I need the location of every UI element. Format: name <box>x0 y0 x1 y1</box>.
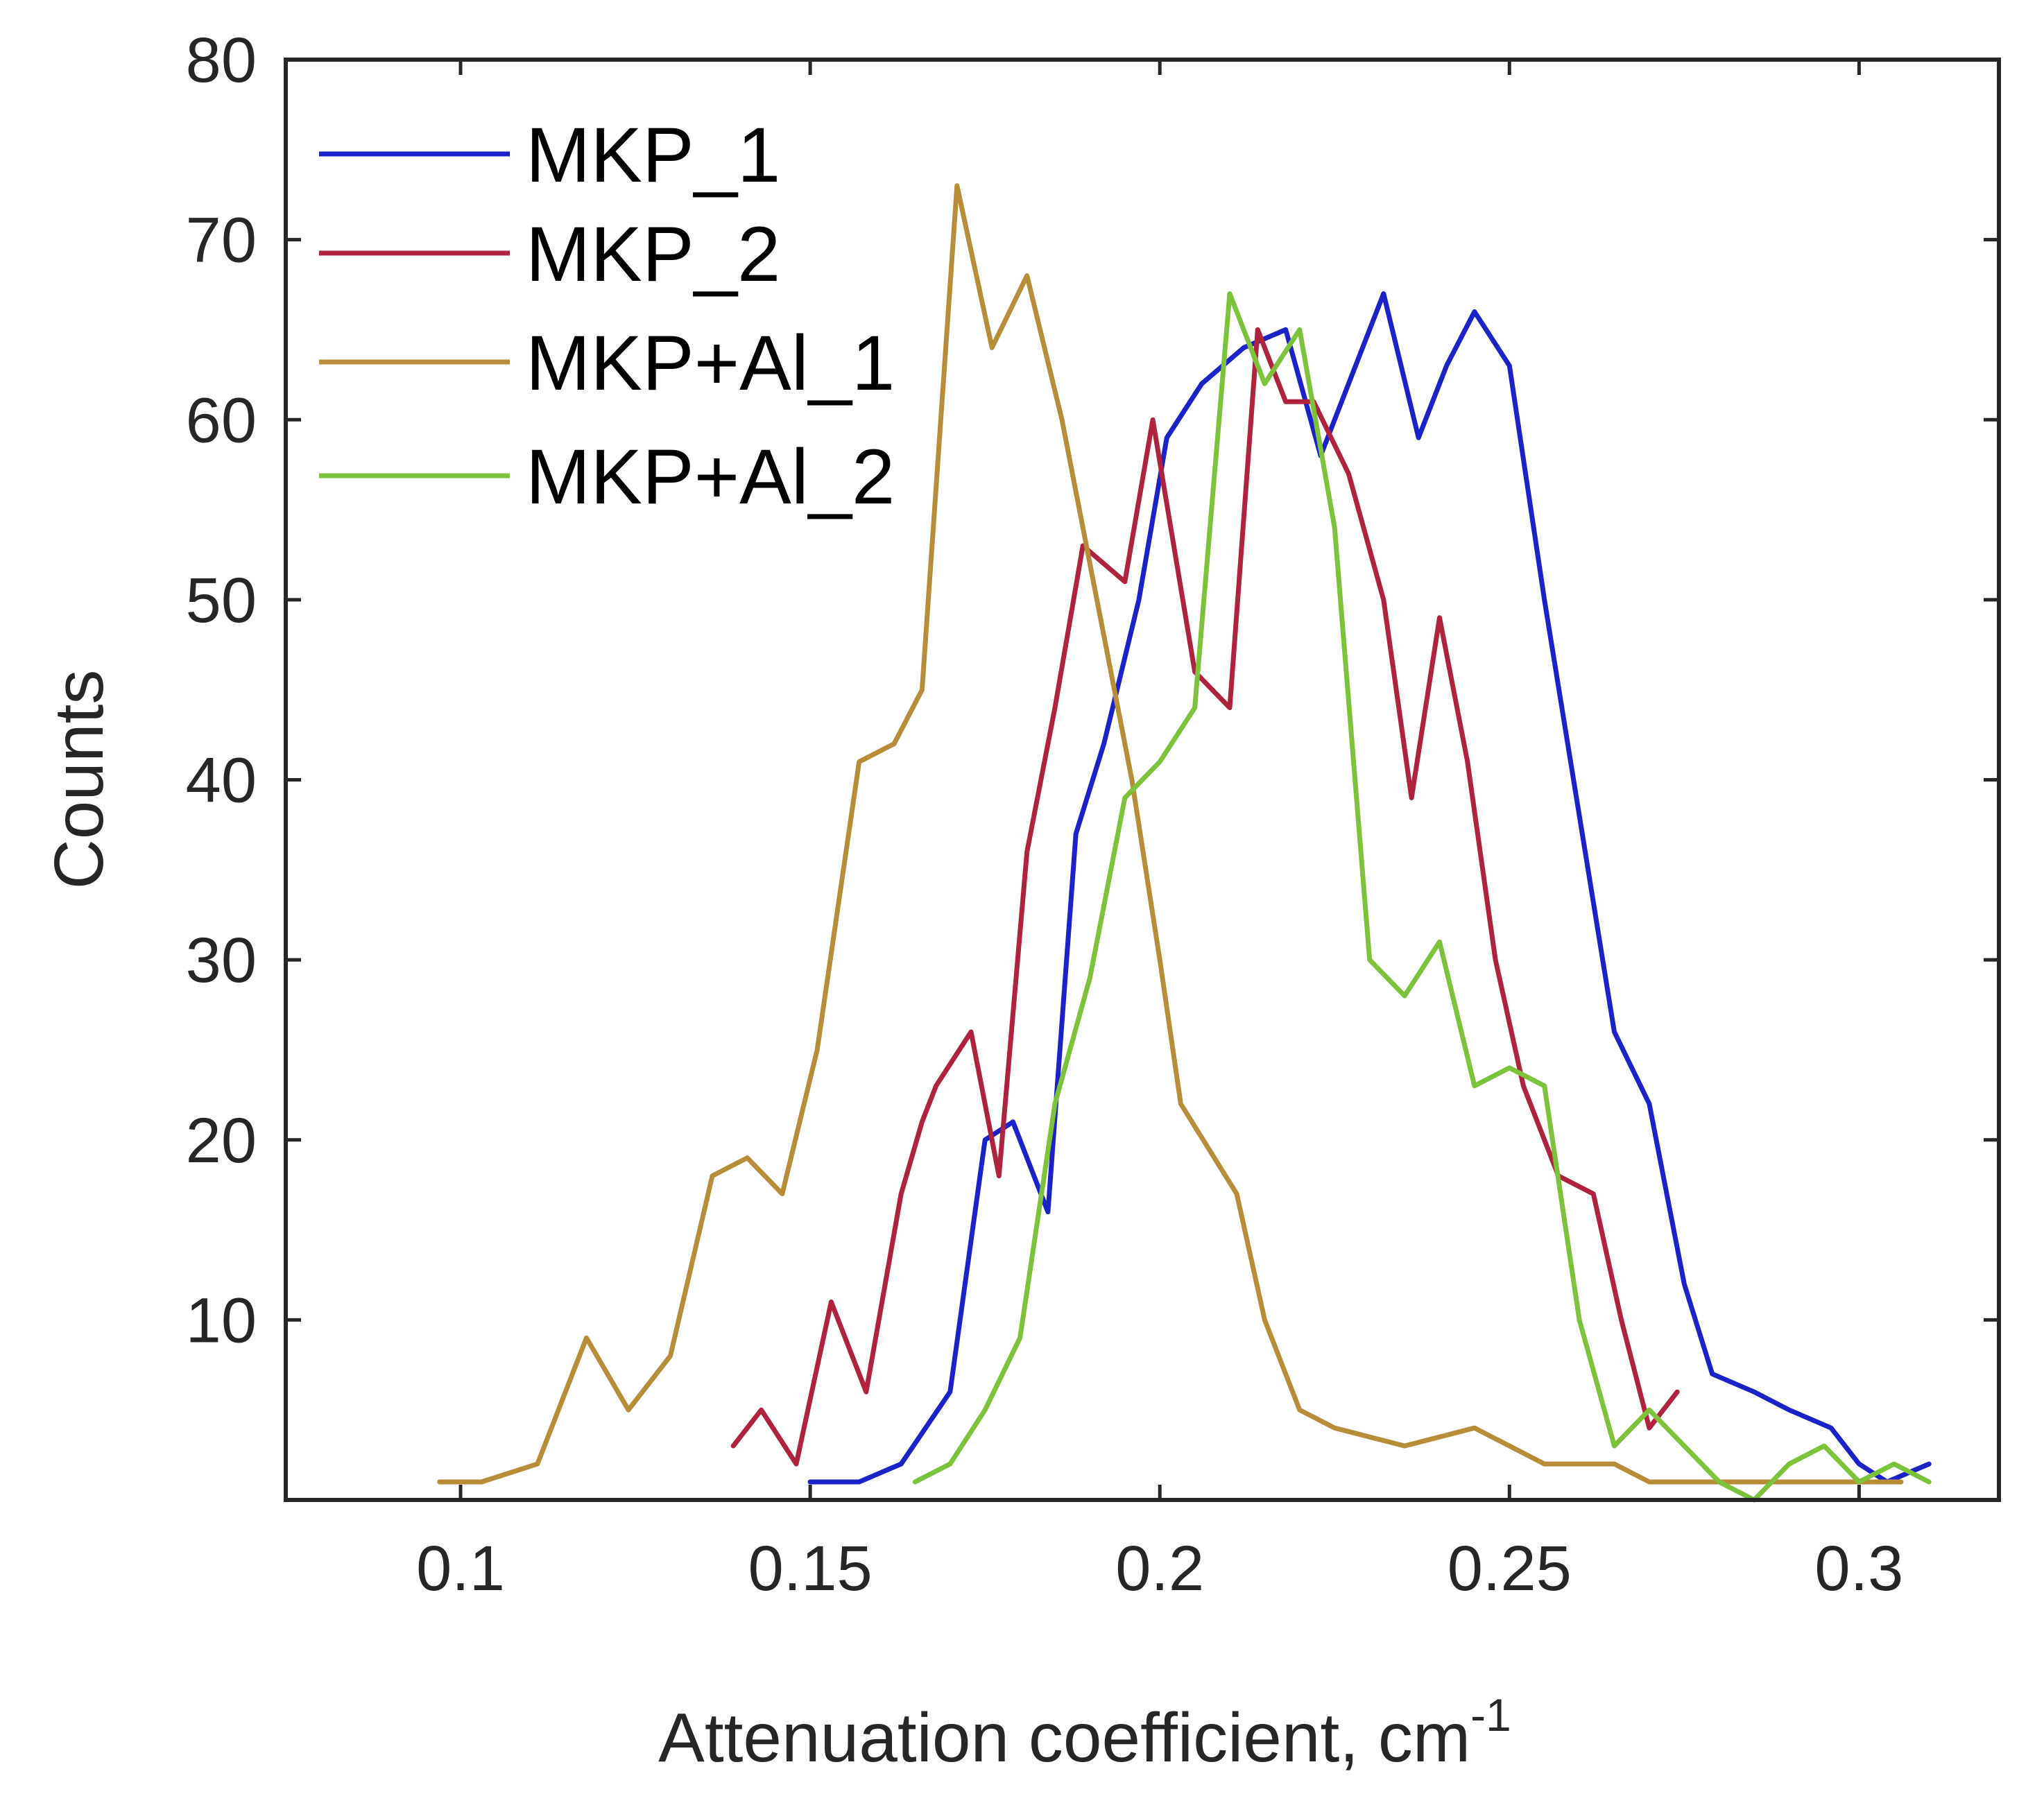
series-layer <box>437 183 1932 1503</box>
series-line-3 <box>437 183 1904 1485</box>
y-tick-label: 40 <box>186 745 257 816</box>
y-tick-label: 70 <box>186 205 257 276</box>
x-tick-label: 0.1 <box>416 1533 505 1604</box>
x-tick-label: 0.2 <box>1115 1533 1204 1604</box>
y-tick-label: 50 <box>186 565 257 636</box>
series-line-2 <box>730 327 1680 1467</box>
x-tick-label: 0.15 <box>748 1533 873 1604</box>
x-axis-title-superscript: -1 <box>1470 1689 1511 1741</box>
y-axis-title: Counts <box>40 670 118 890</box>
y-tick-label: 10 <box>186 1285 257 1356</box>
y-tick-label: 30 <box>186 925 257 996</box>
legend-label-3: MKP+Al_1 <box>526 320 895 406</box>
y-tick-label: 20 <box>186 1105 257 1176</box>
ticks-layer: 0.1 0.15 0.2 0.25 0.3 10 20 30 40 50 60 70 80 <box>186 25 1999 1604</box>
legend-label-2: MKP_2 <box>526 211 780 297</box>
x-tick-label: 0.25 <box>1448 1533 1572 1604</box>
legend: MKP_1 MKP_2 MKP+Al_1 MKP+Al_2 <box>319 112 895 520</box>
y-tick-label: 80 <box>186 25 257 96</box>
y-tick-label: 60 <box>186 385 257 456</box>
series-line-1 <box>807 291 1932 1485</box>
series-line-4 <box>912 291 1932 1503</box>
x-axis-title-text: Attenuation coefficient, cm <box>658 1699 1470 1777</box>
legend-label-4: MKP+Al_2 <box>526 433 895 520</box>
legend-label-1: MKP_1 <box>526 112 780 198</box>
x-tick-label: 0.3 <box>1814 1533 1903 1604</box>
x-axis-title: Attenuation coefficient, cm-1 <box>658 1689 1511 1777</box>
